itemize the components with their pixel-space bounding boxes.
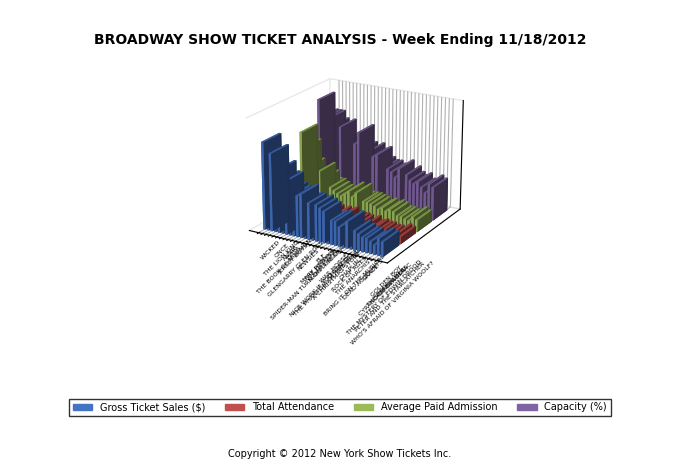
Legend: Gross Ticket Sales ($), Total Attendance, Average Paid Admission, Capacity (%): Gross Ticket Sales ($), Total Attendance… bbox=[69, 399, 611, 417]
Text: BROADWAY SHOW TICKET ANALYSIS - Week Ending 11/18/2012: BROADWAY SHOW TICKET ANALYSIS - Week End… bbox=[94, 33, 586, 47]
Text: Copyright © 2012 New York Show Tickets Inc.: Copyright © 2012 New York Show Tickets I… bbox=[228, 449, 452, 459]
